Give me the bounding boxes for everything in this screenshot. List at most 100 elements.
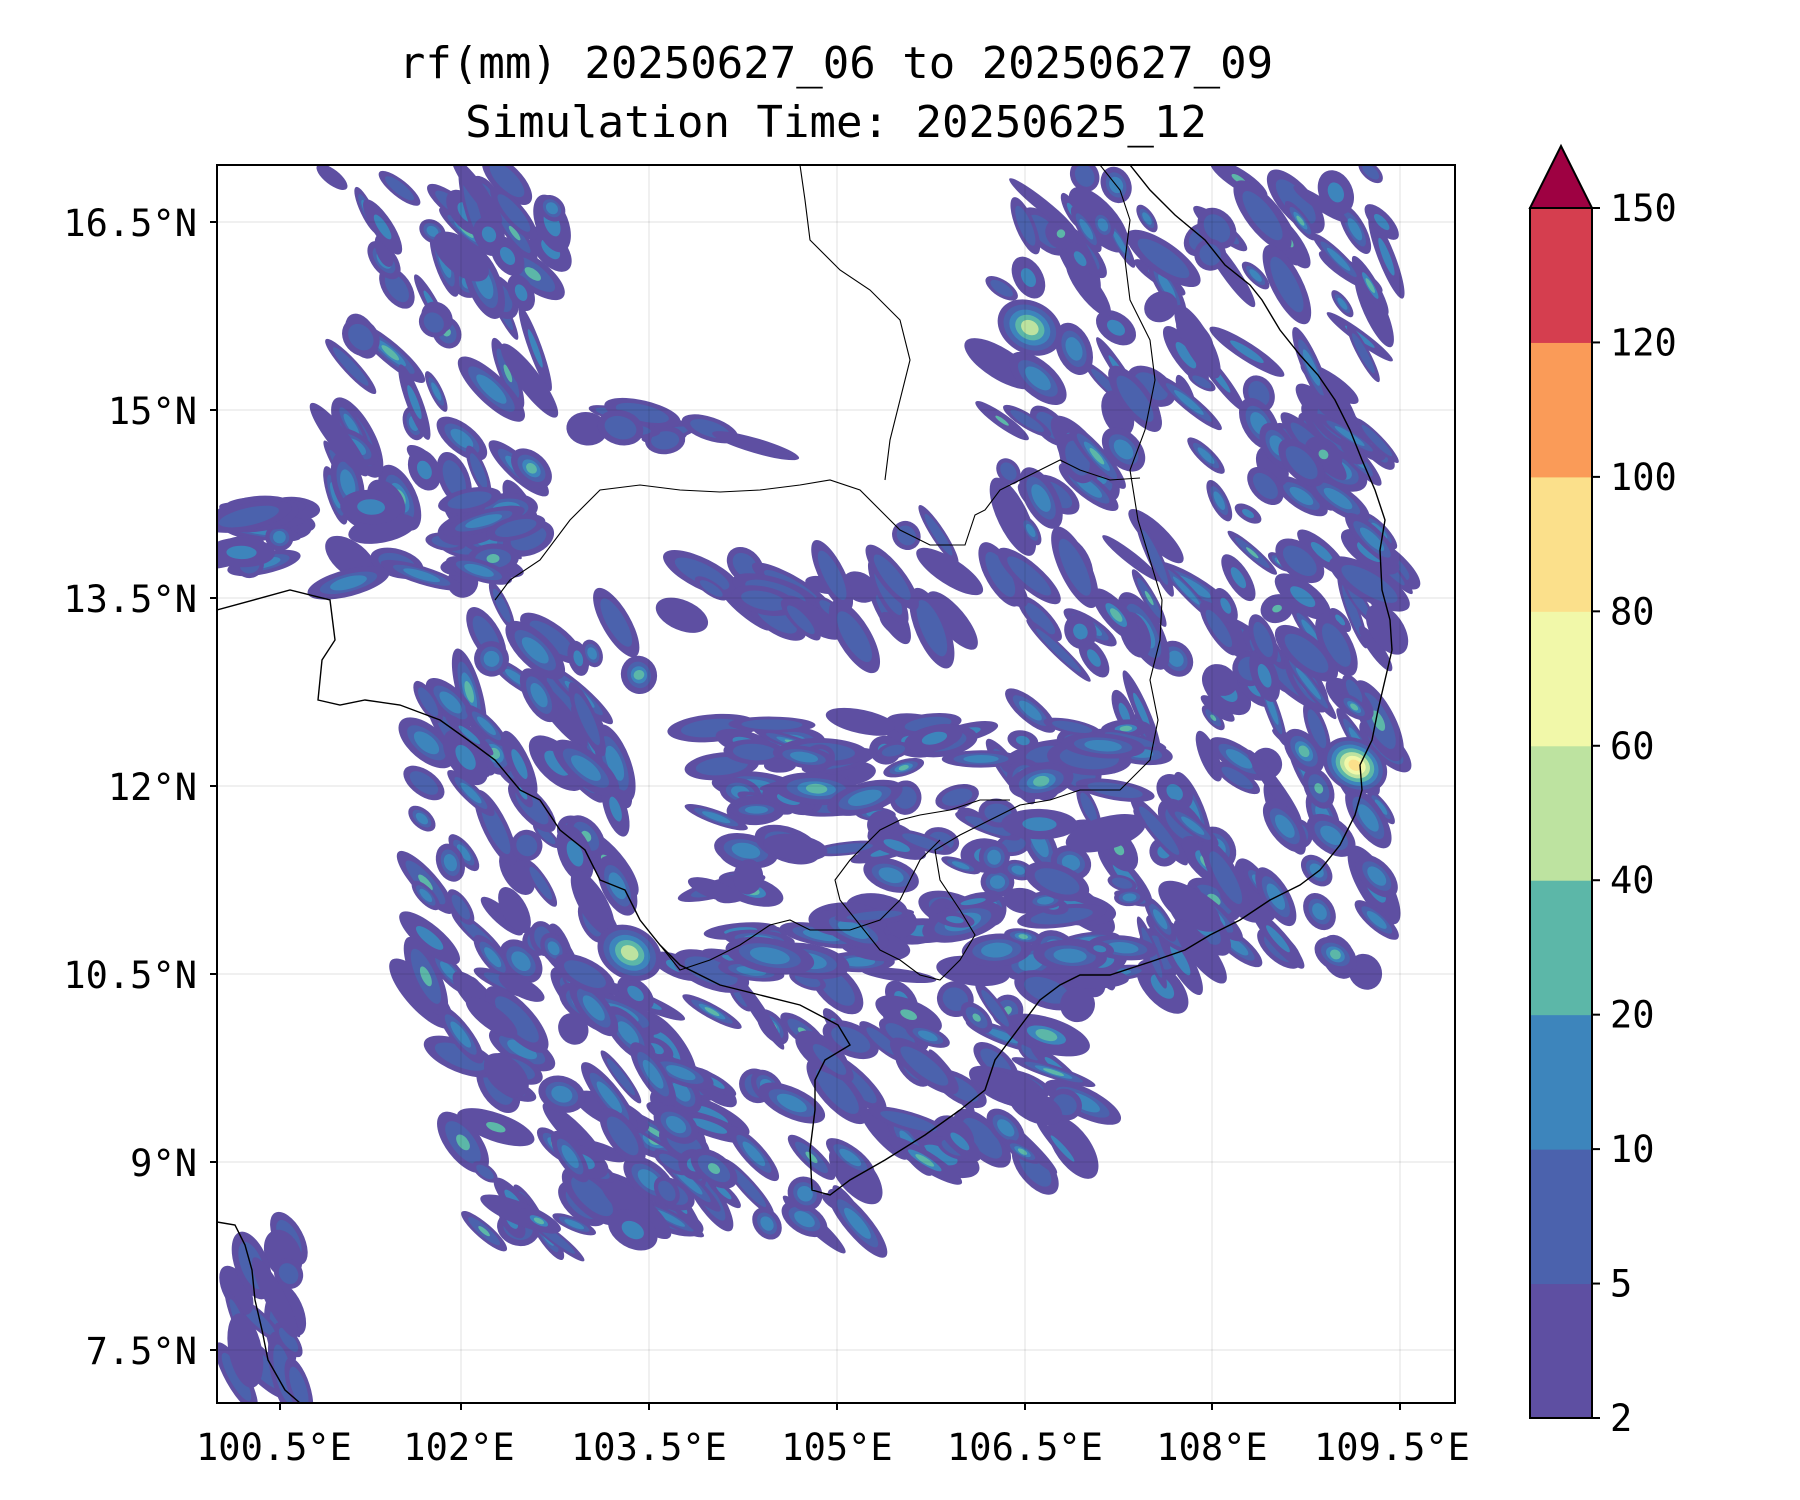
rain-cell bbox=[704, 1007, 720, 1017]
rain-cell bbox=[599, 1176, 672, 1240]
rain-cell bbox=[987, 849, 1001, 865]
y-tick-label: 15°N bbox=[108, 390, 197, 433]
rain-cell bbox=[1358, 625, 1393, 672]
rain-cell bbox=[1102, 535, 1161, 582]
rain-cell bbox=[742, 1141, 766, 1167]
rain-cell bbox=[1289, 486, 1314, 506]
rain-cell bbox=[1253, 621, 1274, 658]
rain-cell bbox=[521, 637, 549, 664]
rain-cell bbox=[794, 1211, 815, 1228]
rain-cell bbox=[1122, 893, 1137, 902]
rain-cell bbox=[1272, 604, 1282, 613]
rain-cell bbox=[450, 428, 474, 449]
rain-cell bbox=[866, 1027, 899, 1056]
rain-cell bbox=[1335, 614, 1346, 626]
y-tick-label: 12°N bbox=[108, 766, 197, 809]
rain-cell bbox=[409, 771, 439, 795]
rain-cell bbox=[476, 1164, 494, 1180]
rain-cell bbox=[476, 374, 507, 404]
rain-cell bbox=[776, 1093, 807, 1113]
rain-cell bbox=[653, 1209, 686, 1227]
rain-cell bbox=[1310, 542, 1334, 563]
x-axis: 100.5°E 102°E 103.5°E 105°E 106.5°E 108°… bbox=[196, 1403, 1470, 1469]
rain-cell bbox=[418, 874, 433, 891]
rain-cell bbox=[1079, 218, 1094, 240]
rain-cell bbox=[1052, 720, 1093, 733]
rain-cell bbox=[1342, 584, 1364, 638]
rain-cell bbox=[1199, 243, 1221, 266]
rain-cell bbox=[1022, 817, 1057, 831]
rain-cell bbox=[483, 1053, 529, 1098]
colorbar-tick-label: 2 bbox=[1610, 1397, 1632, 1440]
rain-cell bbox=[1080, 792, 1098, 824]
rain-cell bbox=[1203, 214, 1231, 243]
rain-cell bbox=[547, 941, 560, 956]
x-tick-label: 100.5°E bbox=[196, 1426, 352, 1469]
rain-cell bbox=[883, 839, 910, 853]
rain-cell bbox=[1365, 278, 1375, 293]
rain-cell bbox=[1225, 749, 1253, 769]
colorbar-swatch bbox=[1530, 1283, 1592, 1419]
rain-cell bbox=[1181, 816, 1205, 835]
rain-cell bbox=[790, 751, 819, 763]
rain-cell bbox=[278, 1327, 299, 1352]
rain-cell bbox=[1247, 749, 1302, 824]
x-tick-label: 109.5°E bbox=[1314, 1426, 1470, 1469]
rain-cell bbox=[981, 942, 1013, 958]
rain-cell bbox=[997, 1119, 1015, 1137]
rain-cell bbox=[1021, 1043, 1039, 1061]
colorbar-swatch bbox=[1530, 1014, 1592, 1150]
rain-cell bbox=[1172, 576, 1200, 605]
rain-cell bbox=[1158, 880, 1221, 932]
rain-cell bbox=[1144, 291, 1178, 323]
rain-cell bbox=[1011, 865, 1026, 875]
rain-cell bbox=[536, 826, 556, 845]
rain-cell bbox=[1009, 178, 1076, 232]
rain-cell bbox=[1213, 491, 1226, 510]
rain-cell bbox=[1113, 439, 1134, 460]
rain-cell bbox=[989, 477, 1037, 556]
rain-cell bbox=[1168, 650, 1184, 667]
colorbar-extend-arrow bbox=[1528, 143, 1594, 209]
rain-cell bbox=[566, 411, 608, 446]
rain-cell bbox=[687, 877, 741, 903]
rain-cell bbox=[921, 731, 948, 745]
rain-cell bbox=[596, 1081, 623, 1113]
colorbar-tick-label: 100 bbox=[1610, 456, 1677, 499]
rain-cell bbox=[659, 1153, 684, 1172]
y-tick-label: 10.5°N bbox=[63, 954, 197, 997]
rain-cell bbox=[1321, 623, 1351, 667]
rain-cell bbox=[484, 947, 502, 968]
rain-cell bbox=[1097, 218, 1109, 232]
rain-cell bbox=[715, 1184, 732, 1200]
rain-cell bbox=[729, 1167, 767, 1208]
rain-cell bbox=[1000, 462, 1017, 481]
rain-cell bbox=[962, 1117, 1003, 1159]
rain-cell bbox=[915, 1154, 935, 1167]
country-borders bbox=[494, 165, 1163, 981]
rain-cell bbox=[456, 844, 471, 861]
rain-cell bbox=[1150, 974, 1175, 999]
rain-cell bbox=[786, 605, 815, 635]
rain-cell bbox=[900, 1009, 917, 1021]
rain-cell bbox=[508, 225, 521, 241]
rain-cell bbox=[511, 749, 528, 779]
rain-cell bbox=[1348, 759, 1362, 771]
rain-cell bbox=[1351, 333, 1375, 374]
rain-cell bbox=[760, 1216, 774, 1231]
rain-cell bbox=[1296, 215, 1305, 226]
rain-cell bbox=[1065, 814, 1146, 853]
rain-cell bbox=[1378, 237, 1395, 276]
rain-cell bbox=[450, 1021, 472, 1048]
rain-cell bbox=[873, 554, 911, 600]
rain-cell bbox=[1309, 863, 1324, 878]
colorbar-swatch bbox=[1530, 476, 1592, 612]
coastline bbox=[217, 165, 1393, 1403]
rain-cell bbox=[227, 1313, 264, 1388]
rain-cell bbox=[309, 402, 369, 477]
graticule bbox=[217, 165, 1455, 1403]
rain-cell bbox=[1230, 567, 1247, 589]
rain-cell bbox=[732, 973, 785, 1050]
rain-cell bbox=[219, 1265, 254, 1315]
rain-cell bbox=[527, 329, 543, 368]
